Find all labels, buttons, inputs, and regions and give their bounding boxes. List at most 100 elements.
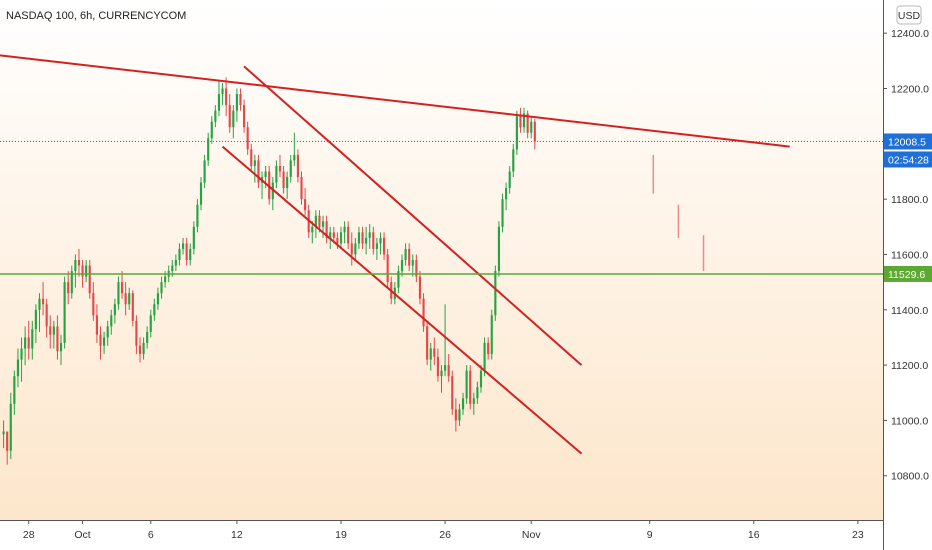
time-axis-labels[interactable]: 28 Oct 6 12 19 26 Nov 9 16 23 [23, 520, 864, 541]
time-tick-label[interactable]: Nov [522, 529, 541, 541]
candle [386, 248, 389, 288]
trendlines-layer[interactable] [0, 54, 790, 455]
candle-body [124, 293, 127, 305]
candle [92, 282, 95, 321]
candle [131, 290, 134, 327]
candle-body [181, 243, 185, 249]
candle [314, 210, 317, 238]
candle [178, 243, 181, 266]
candle-body [282, 171, 285, 189]
candle [422, 293, 425, 332]
candle [519, 107, 522, 133]
candle-body [275, 165, 278, 183]
candle [411, 254, 414, 277]
trendline[interactable] [243, 65, 583, 366]
candle-body [476, 387, 479, 399]
candle-body [304, 199, 307, 211]
time-tick-label[interactable]: 26 [439, 529, 451, 541]
candle [135, 315, 138, 355]
last-price-tag: 12008.5 [884, 133, 932, 150]
time-tick-label[interactable]: 28 [23, 529, 35, 541]
candle [199, 177, 203, 211]
projection-layer [652, 154, 705, 272]
candle-body [497, 226, 501, 272]
candle-body [106, 326, 109, 338]
candle [174, 254, 177, 272]
candle [447, 354, 450, 382]
candle [45, 298, 48, 338]
candle-body [113, 304, 116, 316]
trendline[interactable] [0, 54, 790, 148]
support-level-tag: 11529.6 [884, 265, 932, 282]
price-tick-label[interactable]: 11200.0 [891, 360, 928, 372]
candle-body [418, 276, 422, 299]
candle [106, 320, 109, 346]
candle-body [408, 248, 411, 266]
candle-body [174, 260, 177, 266]
time-tick-label[interactable]: 6 [148, 529, 154, 541]
candle-body [228, 105, 231, 128]
time-tick-label[interactable]: Oct [74, 529, 90, 541]
candle-body [199, 182, 203, 205]
candle [479, 365, 483, 393]
candle [128, 287, 131, 310]
candle [415, 254, 418, 283]
candle [20, 337, 23, 382]
candle-body [210, 121, 213, 139]
candle [99, 326, 102, 360]
candle [282, 165, 285, 194]
candle-body [243, 105, 246, 128]
candle [275, 160, 278, 189]
candle-body [379, 237, 382, 244]
candle [38, 293, 41, 332]
candle [522, 107, 526, 133]
candle [530, 116, 533, 139]
candle-body [508, 171, 511, 189]
candle [250, 143, 253, 172]
currency-button[interactable]: USD [896, 5, 922, 25]
candle-body [404, 248, 407, 260]
time-tick-label[interactable]: 16 [748, 529, 760, 541]
price-tick-label[interactable]: 10800.0 [891, 471, 929, 483]
candle-body [232, 110, 235, 128]
candle-body [479, 370, 483, 388]
candle [149, 309, 152, 338]
price-tick-label[interactable]: 11400.0 [891, 305, 928, 317]
time-tick-label[interactable]: 19 [335, 529, 347, 541]
candle [189, 243, 192, 266]
price-tick-label[interactable]: 12200.0 [891, 84, 929, 96]
price-tick-label[interactable]: 11600.0 [891, 249, 928, 261]
candle-body [221, 88, 224, 95]
candle [476, 381, 479, 404]
candle-body [85, 265, 88, 277]
countdown-tag-text: 02:54:28 [888, 154, 929, 166]
candle [490, 309, 493, 360]
price-tick-label[interactable]: 12400.0 [891, 28, 929, 40]
candle-body [196, 204, 199, 227]
candle-body [160, 282, 163, 294]
candle-body [483, 342, 486, 371]
candle [117, 276, 120, 310]
time-tick-label[interactable]: 12 [231, 529, 243, 541]
trendline[interactable] [221, 145, 583, 455]
candle-body [332, 232, 335, 238]
candle [472, 392, 475, 415]
candle [110, 309, 113, 335]
time-tick-label[interactable]: 9 [647, 529, 653, 541]
candle-body [433, 348, 436, 357]
price-tick-label[interactable]: 11800.0 [891, 194, 928, 206]
candle-body [257, 160, 260, 183]
candle [382, 232, 386, 260]
candle-body [31, 329, 34, 349]
candle [497, 221, 501, 277]
candle [16, 348, 20, 388]
price-tick-label[interactable]: 11000.0 [891, 415, 928, 427]
candle [515, 110, 518, 155]
candle-body [153, 304, 156, 316]
candle-body [336, 237, 339, 244]
candle-body [429, 348, 432, 360]
time-tick-label[interactable]: 23 [852, 529, 864, 541]
candle [300, 171, 303, 205]
candle-body [440, 370, 443, 377]
